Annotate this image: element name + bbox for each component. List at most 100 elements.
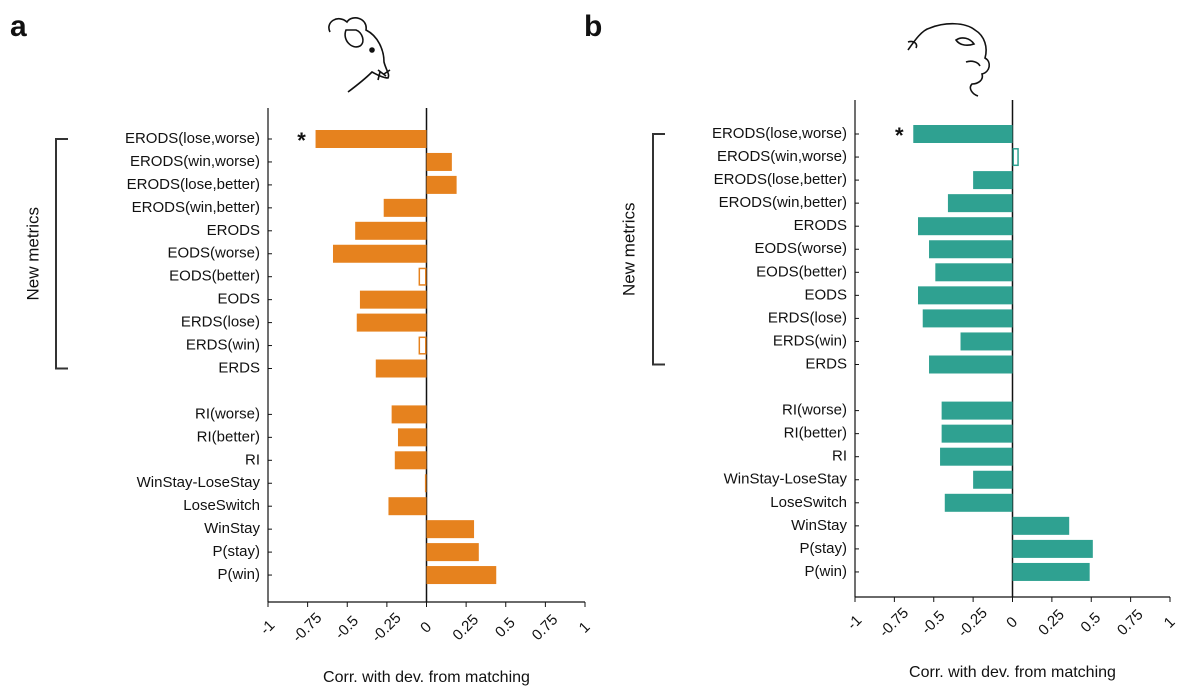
bar [918,286,1013,305]
category-label: ERDS(lose) [181,314,260,331]
category-label: ERDS [805,355,847,372]
bar [383,198,427,217]
bar [418,267,427,286]
bar [397,428,427,447]
bar [426,152,452,171]
bar [1012,516,1070,535]
category-label: EODS(worse) [167,245,260,262]
bar [960,332,1013,351]
bar [426,566,497,585]
category-label: P(stay) [212,543,260,560]
x-tick-label: -0.75 [876,605,912,641]
bar [394,451,427,470]
bar [944,493,1013,512]
x-tick-label: 0.75 [1114,606,1147,639]
category-label: ERODS(lose,better) [714,171,847,188]
category-label: EODS(better) [756,263,847,280]
x-axis-label: Corr. with dev. from matching [909,664,1116,681]
category-label: EODS(better) [169,268,260,285]
monkey-icon [907,22,991,97]
bar [922,309,1013,328]
x-tick-label: 0.5 [492,614,519,641]
bar [315,130,427,148]
bar [1012,148,1019,167]
significance-marker: * [895,123,904,148]
bar [418,336,427,355]
category-label: P(win) [217,566,260,583]
category-label: ERODS(lose,worse) [712,125,847,142]
x-tick-label: 0.5 [1077,609,1104,636]
bar [935,263,1013,282]
bar [929,240,1013,259]
x-tick-label: 0 [1003,614,1021,632]
x-tick-label: -0.5 [918,607,948,637]
bar [426,175,457,194]
x-tick-label: 0.75 [529,611,562,644]
bar [391,405,427,424]
bar [913,125,1013,143]
category-label: WinStay [791,517,847,534]
category-label: WinStay [204,520,260,537]
bracket-label: New metrics [23,207,42,301]
x-tick-label: 0 [417,619,435,637]
bar [424,474,427,493]
category-label: WinStay-LoseStay [724,471,848,488]
bar [375,359,427,378]
category-label: EODS [217,291,260,308]
bar [929,355,1013,374]
category-label: RI(worse) [195,405,260,422]
bar [426,520,475,539]
category-label: ERDS(win) [186,337,260,354]
category-label: ERODS(win,better) [132,199,260,216]
significance-marker: * [297,128,306,153]
bar [388,497,427,516]
category-label: RI(better) [197,428,260,445]
bar [941,401,1013,420]
bar [973,470,1013,489]
x-axis-label: Corr. with dev. from matching [323,669,530,686]
bar [356,313,427,332]
x-tick-label: -0.5 [332,612,362,642]
bar [426,543,479,562]
category-label: ERODS(lose,better) [127,176,260,193]
category-label: EODS [804,286,847,303]
bar [1012,539,1093,558]
category-label: ERODS(lose,worse) [125,130,260,147]
bracket [652,133,665,366]
category-label: ERODS(win,worse) [130,153,260,170]
category-label: RI(worse) [782,402,847,419]
category-label: RI(better) [784,425,847,442]
category-label: ERDS(lose) [768,309,847,326]
category-label: P(stay) [799,540,847,557]
category-label: ERDS(win) [773,332,847,349]
x-tick-label: 0.25 [449,611,482,644]
bar [947,194,1013,213]
category-label: ERODS(win,worse) [717,148,847,165]
category-label: RI [832,448,847,465]
bar [918,217,1013,236]
x-tick-label: -1 [844,612,865,633]
panel-label: a [10,10,27,43]
x-tick-label: 1 [576,619,594,637]
bar [355,221,427,240]
category-label: LoseSwitch [183,497,260,514]
bar [973,171,1013,190]
bar [940,447,1013,466]
category-label: RI [245,451,260,468]
category-label: LoseSwitch [770,494,847,511]
panel-label: b [584,10,602,43]
x-tick-label: -0.75 [289,610,325,646]
category-label: ERODS [207,222,260,239]
bar [359,290,427,309]
x-tick-label: -1 [257,617,278,638]
category-label: ERODS(win,better) [719,194,847,211]
x-tick-label: -0.25 [368,610,404,646]
bar [941,424,1013,443]
x-tick-label: 0.25 [1035,606,1068,639]
category-label: P(win) [804,563,847,580]
x-tick-label: 1 [1161,614,1179,632]
bracket-label: New metrics [619,202,638,296]
bar [1012,562,1090,581]
